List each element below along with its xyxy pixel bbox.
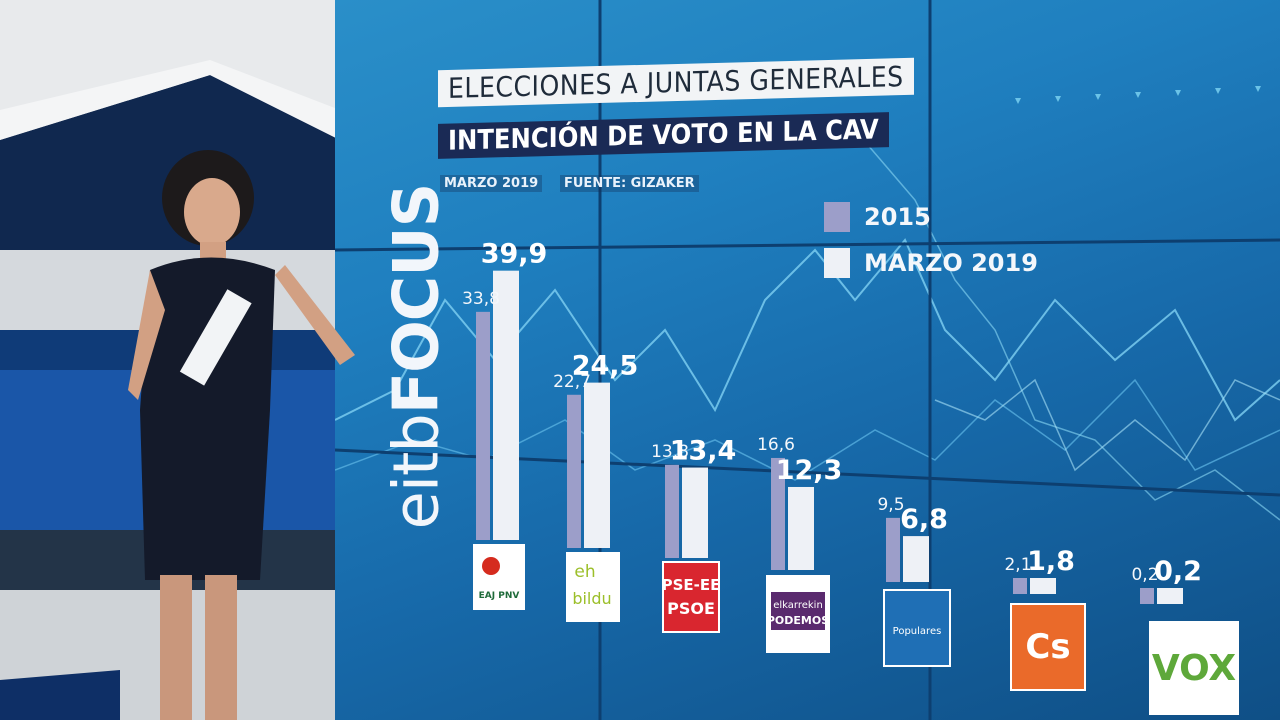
value-label-2019-elkarrekin-podemos: 12,3: [776, 455, 843, 486]
brand-focus: FOCUS: [379, 183, 453, 415]
logo-cs-text: Cs: [1025, 627, 1070, 667]
logo-cs: [1010, 603, 1086, 691]
logo-bildu-bottom: bildu: [572, 589, 611, 608]
value-label-2015-populares: 9,5: [877, 495, 904, 515]
bar-2019-elkarrekin-podemos: [788, 486, 814, 570]
logo-pnv: [473, 544, 525, 610]
value-label-2019-populares: 6,8: [900, 504, 948, 535]
bar-2019-vox: [1157, 588, 1183, 604]
value-label-2019-eh-bildu: 24,5: [572, 351, 639, 382]
value-label-2015-pse-ee-psoe: 13,8: [651, 442, 689, 462]
bar-2015-eaj-pnv: [476, 311, 490, 540]
logo-podemos-band: [771, 592, 825, 630]
logo-bildu-top: eh: [574, 562, 595, 582]
presenter-figure: [128, 150, 355, 720]
legend-label-2019: MARZO 2019: [864, 249, 1038, 277]
legend-label-2015: 2015: [864, 203, 931, 231]
logo-podemos-bottom: PODEMOS: [767, 614, 829, 627]
value-label-2019-eaj-pnv: 39,9: [481, 239, 548, 270]
value-label-2015-eaj-pnv: 33,8: [462, 289, 500, 309]
bar-2015-elkarrekin-podemos: [771, 457, 785, 570]
legend-item-2015: 2015: [824, 202, 931, 232]
legend-item-2019: MARZO 2019: [824, 248, 1038, 278]
logo-pp: [883, 589, 951, 667]
bar-2015-vox: [1140, 588, 1154, 604]
value-label-2019-vox: 0,2: [1154, 556, 1202, 587]
logo-pp-text: Populares: [893, 626, 942, 637]
chart-date: MARZO 2019: [440, 175, 543, 192]
logo-vox: [1149, 621, 1239, 715]
pnv-emblem-icon: [482, 557, 500, 575]
value-label-2015-cs: 2,1: [1004, 555, 1031, 575]
bar-2019-pse-ee-psoe: [682, 467, 708, 558]
logo-pse-top: PSE-EE: [662, 576, 721, 594]
value-label-2015-vox: 0,2: [1131, 565, 1158, 585]
value-label-2015-elkarrekin-podemos: 16,6: [757, 435, 795, 455]
eitb-focus-logo: eitbFOCUS: [380, 157, 453, 557]
bar-2015-cs: [1013, 578, 1027, 594]
logo-podemos-top: elkarrekin: [773, 600, 823, 611]
logo-bildu: [566, 552, 620, 622]
bar-2019-populares: [903, 536, 929, 582]
value-label-2019-pse-ee-psoe: 13,4: [670, 436, 737, 467]
bar-2019-cs: [1030, 578, 1056, 594]
bar-2015-populares: [886, 517, 900, 582]
logo-pse-bottom: PSOE: [667, 599, 715, 618]
logo-pse: [662, 561, 720, 633]
bar-2019-eaj-pnv: [493, 270, 519, 540]
value-label-2015-eh-bildu: 22,7: [553, 372, 591, 392]
legend-swatch-2015: [824, 202, 850, 232]
bar-2019-eh-bildu: [584, 382, 610, 548]
bar-2015-eh-bildu: [567, 394, 581, 548]
logo-pnv-text: EAJ PNV: [479, 591, 520, 601]
brand-eitb: eitb: [379, 414, 453, 530]
bar-2015-pse-ee-psoe: [665, 464, 679, 558]
legend-swatch-2019: [824, 248, 850, 278]
value-label-2019-cs: 1,8: [1027, 546, 1075, 577]
logo-vox-text: VOX: [1152, 648, 1237, 689]
chart-source: FUENTE: GIZAKER: [560, 175, 699, 192]
